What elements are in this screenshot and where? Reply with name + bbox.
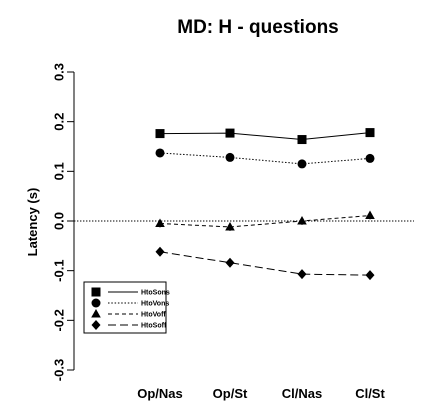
legend-label: HtoSons: [141, 290, 170, 297]
data-point-HtoVoff: [365, 210, 375, 220]
series-lines: [159, 132, 371, 276]
y-tick-label: -0.3: [51, 359, 66, 381]
x-tick-label: Cl/St: [355, 386, 385, 401]
data-point-HtoVons: [297, 159, 307, 169]
data-point-HtoSons: [155, 129, 165, 139]
chart-title: MD: H - questions: [177, 17, 339, 38]
data-point-HtoSons: [365, 128, 375, 138]
data-point-HtoVoff: [155, 218, 165, 227]
y-tick-label: 0.3: [51, 63, 66, 81]
y-tick-label: 0.0: [51, 212, 66, 230]
y-tick-label: 0.1: [51, 162, 66, 180]
y-tick-label: -0.2: [51, 309, 66, 331]
data-point-HtoSons: [225, 128, 235, 138]
series-line-HtoVoff: [159, 215, 371, 228]
data-point-HtoSoff: [365, 270, 375, 281]
data-point-HtoSoff: [225, 257, 235, 268]
y-tick-label: -0.1: [51, 259, 66, 281]
legend-marker-HtoSoff: [91, 320, 101, 330]
data-point-HtoVons: [365, 153, 375, 163]
legend-marker-HtoVoff: [91, 309, 101, 318]
legend-label: HtoVoff: [141, 312, 166, 319]
data-point-HtoVoff: [225, 221, 235, 231]
y-tick-label: 0.2: [51, 113, 66, 131]
legend-label: HtoVons: [141, 301, 169, 308]
data-point-HtoSoff: [297, 269, 307, 280]
data-point-HtoVons: [225, 152, 235, 162]
data-point-HtoVons: [155, 148, 165, 158]
legend: HtoSons HtoVons HtoVoff HtoSoff: [83, 281, 170, 334]
x-tick-label: Op/Nas: [137, 386, 183, 401]
series-line-HtoSons: [159, 132, 371, 141]
series-markers: [155, 128, 375, 281]
legend-marker-HtoSons: [91, 287, 101, 297]
data-point-HtoVoff: [297, 216, 307, 225]
series-line-HtoVons: [159, 152, 371, 165]
axes: -0.3 -0.2 -0.1 0.0 0.1 0.2 0.3 Op/Nas Op/St Cl/Na…: [51, 63, 385, 401]
series-line-HtoSoff: [159, 251, 371, 276]
legend-label: HtoSoff: [141, 323, 167, 330]
data-point-HtoSons: [297, 135, 307, 145]
x-tick-label: Cl/Nas: [282, 386, 322, 401]
data-point-HtoSoff: [155, 246, 165, 257]
x-tick-label: Op/St: [213, 386, 248, 401]
y-axis-label: Latency (s): [25, 188, 40, 257]
legend-marker-HtoVons: [91, 298, 101, 308]
